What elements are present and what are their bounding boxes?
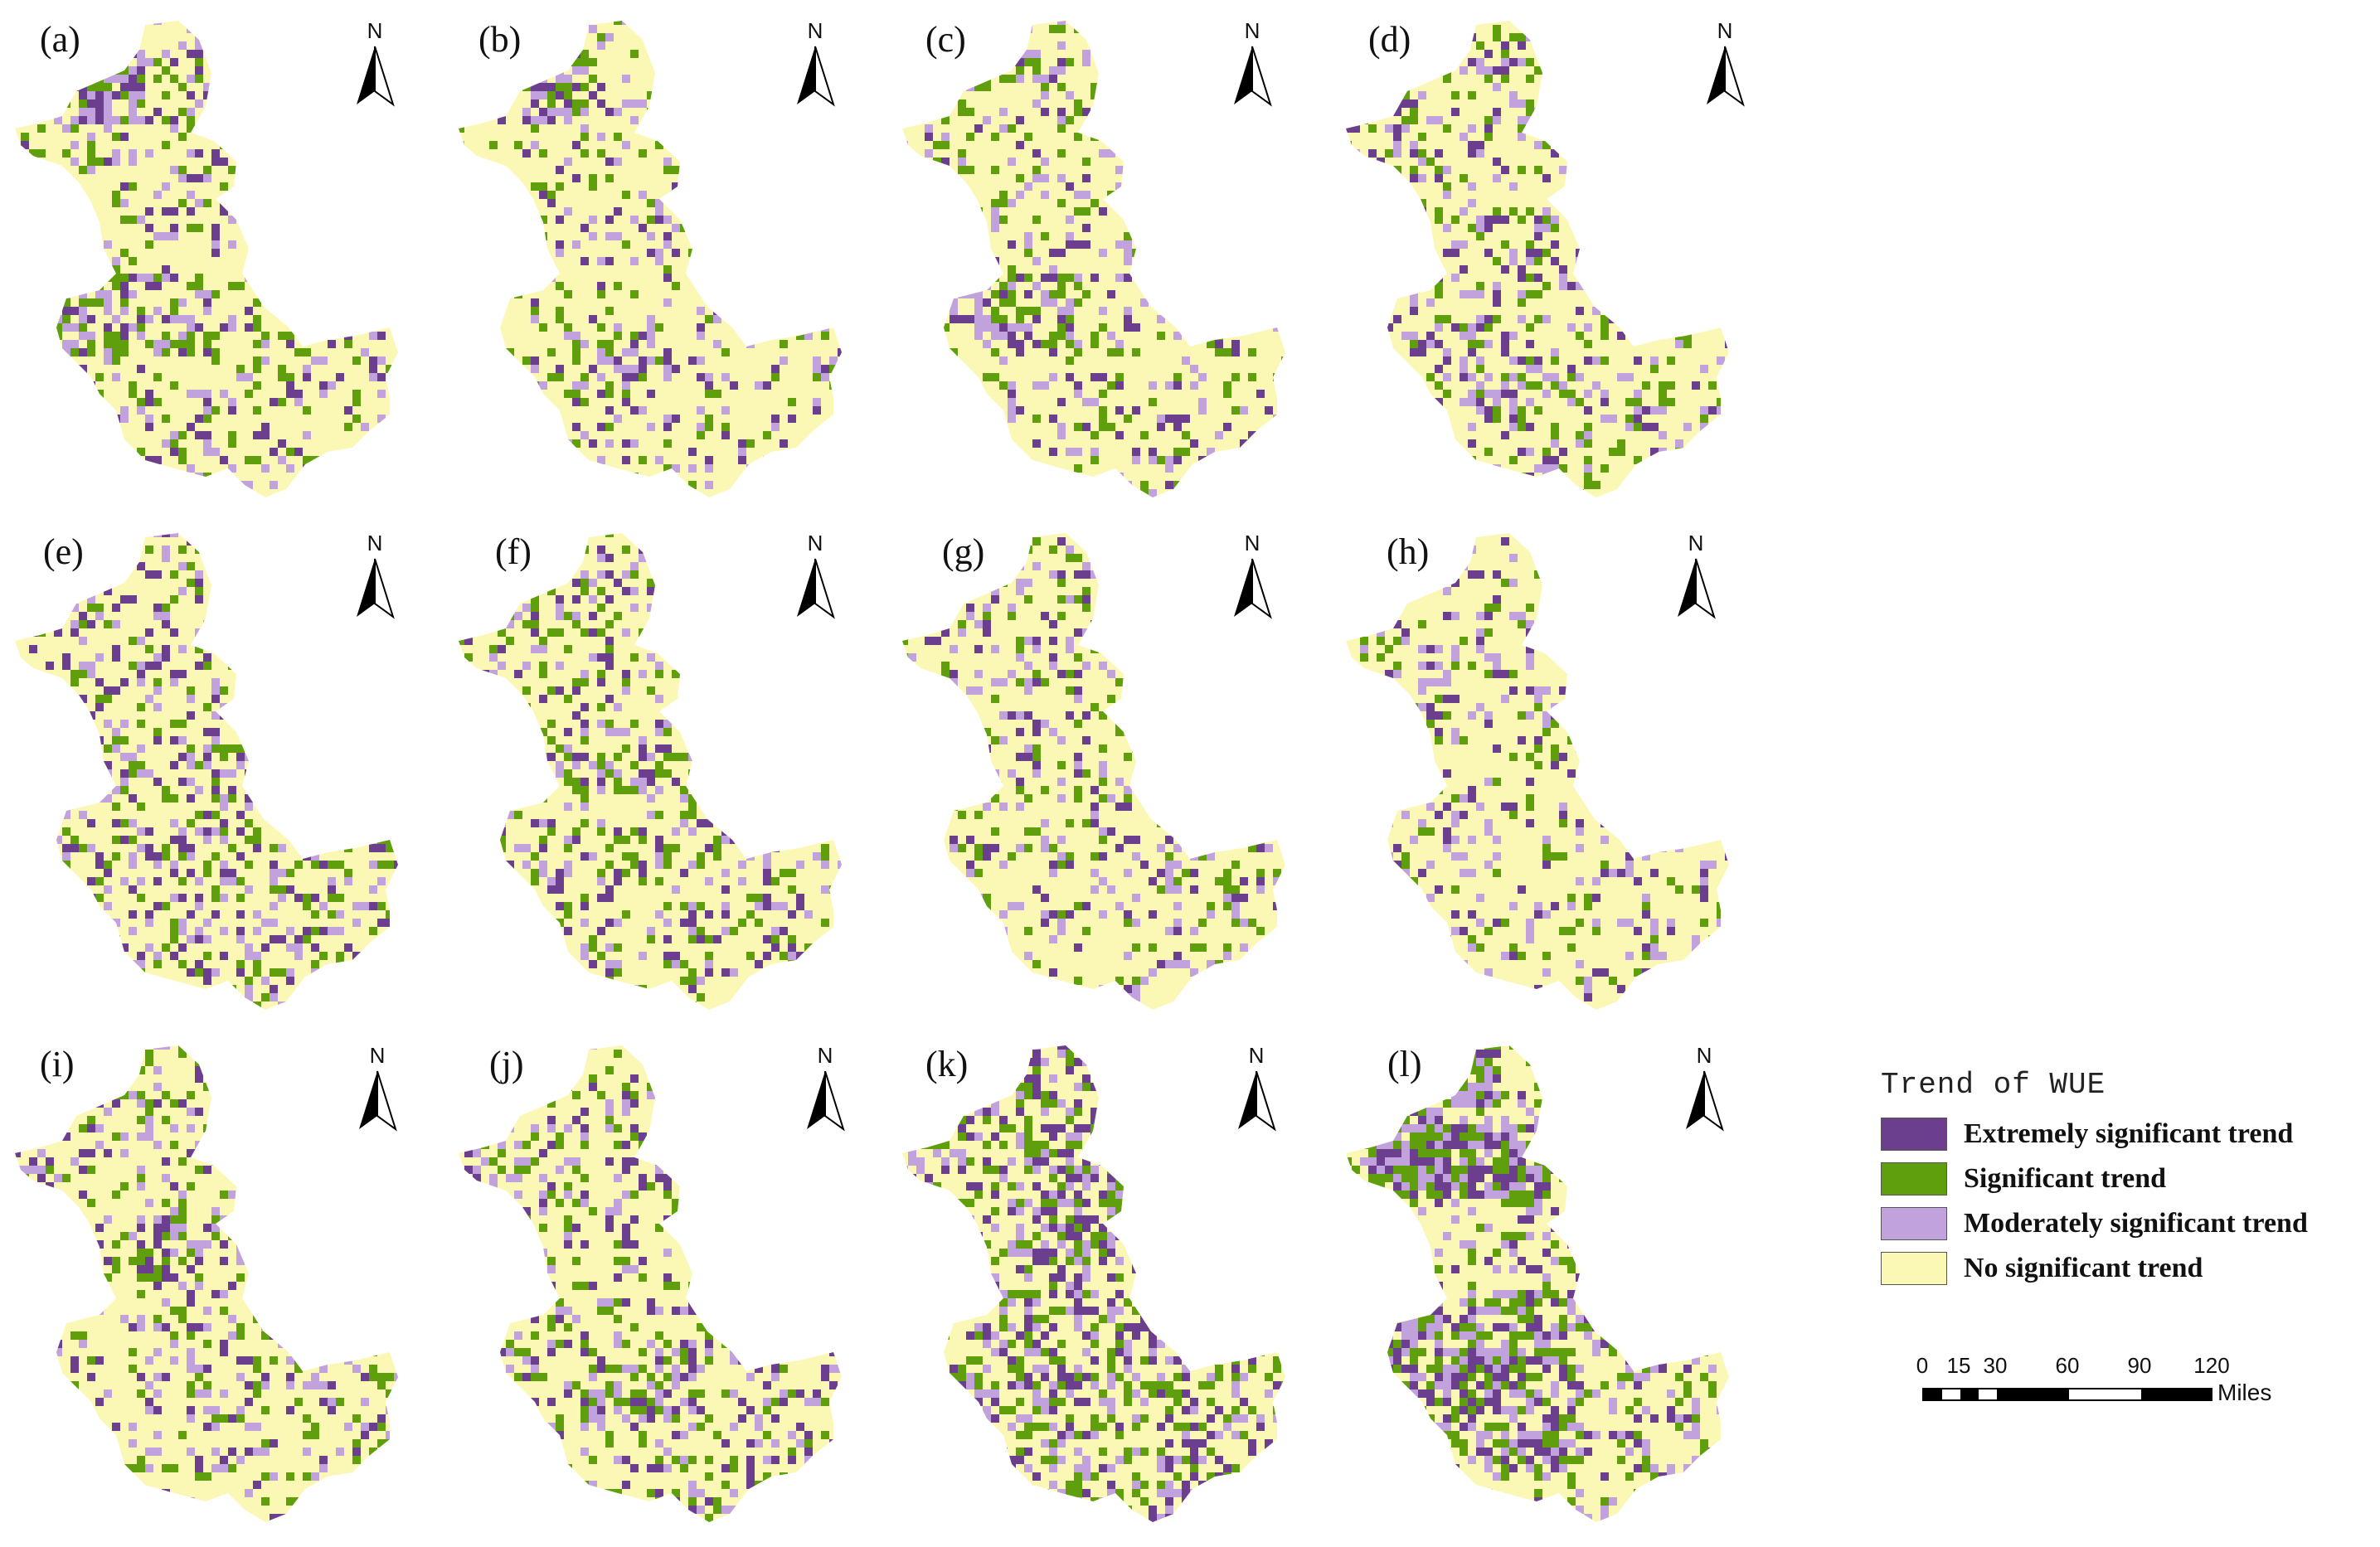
map-panel: (a) N xyxy=(15,18,398,497)
north-arrow-icon: N xyxy=(1707,18,1745,107)
legend-swatch-significant xyxy=(1881,1162,1947,1195)
legend-item-extreme: Extremely significant trend xyxy=(1881,1112,2378,1157)
map-panel: (l) N xyxy=(1346,1043,1729,1522)
scale-tick: 90 xyxy=(2127,1353,2152,1378)
svg-text:N: N xyxy=(1245,18,1260,43)
map-panel: (i) N xyxy=(15,1043,398,1522)
province-shape xyxy=(459,1045,842,1522)
scale-ticks: 0 15 30 60 90 120 xyxy=(1916,1353,2247,1378)
svg-text:N: N xyxy=(1717,18,1733,43)
legend-item-moderate: Moderately significant trend xyxy=(1881,1201,2378,1246)
svg-text:N: N xyxy=(367,18,383,43)
legend-swatch-extreme xyxy=(1881,1118,1947,1151)
panel-label: (d) xyxy=(1368,19,1411,60)
legend-label-extreme: Extremely significant trend xyxy=(1964,1118,2294,1149)
legend-item-none: No significant trend xyxy=(1881,1246,2378,1291)
panel-label: (j) xyxy=(489,1044,524,1084)
map-panel: (j) N xyxy=(459,1043,845,1522)
north-arrow-icon: N xyxy=(797,18,835,107)
scale-tick: 120 xyxy=(2193,1353,2230,1378)
map-panel: (c) N xyxy=(902,18,1285,497)
scale-unit: Miles xyxy=(2217,1380,2272,1405)
map-panel: (b) N xyxy=(459,18,842,497)
scale-tick: 30 xyxy=(1983,1353,2008,1378)
panel-label: (k) xyxy=(925,1044,968,1084)
province-shape xyxy=(902,533,1285,1010)
north-arrow-icon: N xyxy=(807,1043,845,1132)
svg-text:N: N xyxy=(808,18,823,43)
scale-bar-graphic xyxy=(1922,1388,2212,1401)
panel-label: (i) xyxy=(40,1044,75,1084)
scale-tick: 60 xyxy=(2055,1353,2080,1378)
svg-text:N: N xyxy=(367,531,383,555)
legend-swatch-none xyxy=(1881,1252,1947,1285)
legend: Trend of WUE Extremely significant trend… xyxy=(1881,1068,2378,1291)
north-arrow-icon: N xyxy=(797,531,835,619)
panel-label: (f) xyxy=(495,531,532,572)
map-panel: (e) N xyxy=(15,531,398,1010)
legend-label-significant: Significant trend xyxy=(1964,1163,2167,1194)
panel-label: (b) xyxy=(478,19,521,60)
svg-text:N: N xyxy=(808,531,823,555)
panel-label: (l) xyxy=(1387,1044,1422,1084)
map-panel: (d) N xyxy=(1346,18,1745,497)
legend-swatch-moderate xyxy=(1881,1207,1947,1240)
north-arrow-icon: N xyxy=(357,18,395,107)
scale-tick: 0 xyxy=(1916,1353,1929,1378)
province-shape xyxy=(15,21,398,497)
panel-label: (c) xyxy=(925,19,966,60)
north-arrow-icon: N xyxy=(1234,531,1272,619)
panel-label: (a) xyxy=(40,19,80,60)
legend-label-none: No significant trend xyxy=(1964,1253,2203,1283)
legend-title: Trend of WUE xyxy=(1881,1068,2106,1102)
scale-tick: 15 xyxy=(1946,1353,1971,1378)
north-arrow-icon: N xyxy=(357,531,395,619)
panel-label: (e) xyxy=(43,531,84,572)
province-shape xyxy=(1346,533,1729,1010)
north-arrow-icon: N xyxy=(1678,531,1716,619)
scale-bar: 0 15 30 60 90 120 Miles xyxy=(1916,1353,2272,1419)
panel-label: (g) xyxy=(942,531,984,572)
legend-label-moderate: Moderately significant trend xyxy=(1964,1208,2308,1239)
north-arrow-icon: N xyxy=(1234,18,1272,107)
panel-label: (h) xyxy=(1387,531,1429,572)
map-panel: (f) N xyxy=(459,531,842,1010)
map-panel: (h) N xyxy=(1346,531,1729,1010)
map-panel: (g) N xyxy=(902,531,1285,1010)
north-arrow-icon: N xyxy=(359,1043,397,1132)
map-panel: (k) N xyxy=(902,1043,1285,1522)
north-arrow-icon: N xyxy=(1238,1043,1276,1132)
legend-item-significant: Significant trend xyxy=(1881,1157,2378,1201)
north-arrow-icon: N xyxy=(1686,1043,1724,1132)
